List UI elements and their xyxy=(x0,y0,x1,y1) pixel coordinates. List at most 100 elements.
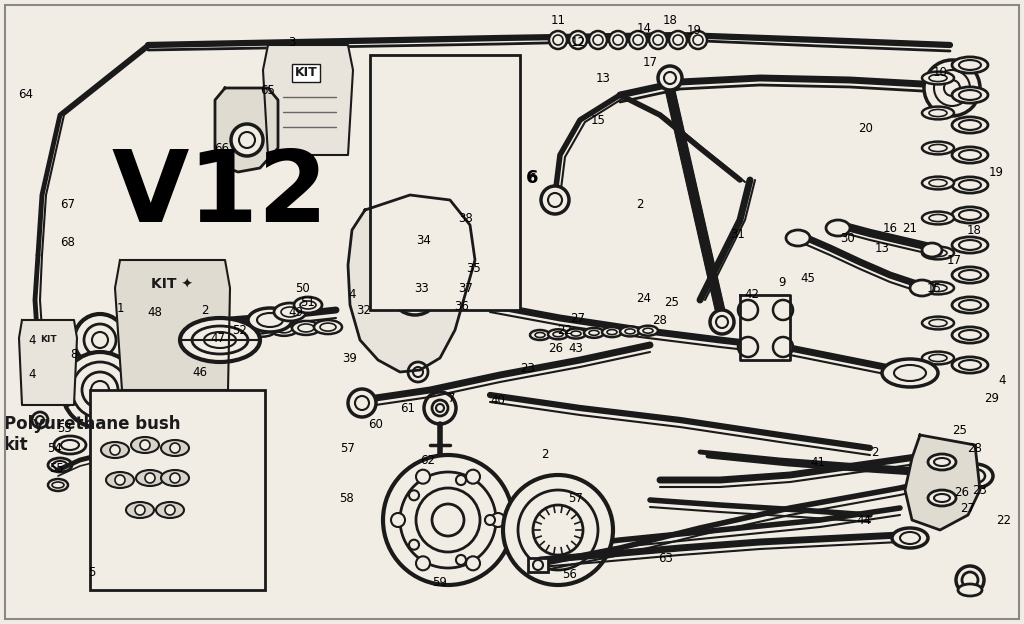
Text: 17: 17 xyxy=(946,253,962,266)
Ellipse shape xyxy=(922,142,954,154)
Ellipse shape xyxy=(566,329,586,339)
Ellipse shape xyxy=(270,322,298,336)
Text: 54: 54 xyxy=(47,442,62,454)
Ellipse shape xyxy=(952,57,988,73)
Ellipse shape xyxy=(160,326,188,340)
Circle shape xyxy=(456,555,466,565)
Circle shape xyxy=(472,158,482,168)
Circle shape xyxy=(145,473,155,483)
Circle shape xyxy=(403,165,427,189)
Text: 25: 25 xyxy=(952,424,968,437)
Polygon shape xyxy=(348,195,475,372)
Circle shape xyxy=(231,124,263,156)
Ellipse shape xyxy=(248,308,292,332)
Text: 20: 20 xyxy=(858,122,873,135)
Circle shape xyxy=(409,171,421,183)
Ellipse shape xyxy=(952,147,988,163)
Circle shape xyxy=(170,443,180,453)
Text: 1: 1 xyxy=(117,301,124,314)
Text: 7: 7 xyxy=(449,391,456,404)
Ellipse shape xyxy=(314,320,342,334)
Text: 53: 53 xyxy=(57,421,73,434)
Text: 13: 13 xyxy=(596,72,610,84)
Ellipse shape xyxy=(106,472,134,488)
Circle shape xyxy=(466,470,480,484)
Circle shape xyxy=(471,171,483,183)
Text: 44: 44 xyxy=(856,514,871,527)
Ellipse shape xyxy=(922,316,954,329)
Circle shape xyxy=(407,155,423,171)
Ellipse shape xyxy=(72,362,128,418)
Text: 2: 2 xyxy=(202,303,209,316)
Ellipse shape xyxy=(226,324,254,338)
Text: 31: 31 xyxy=(730,228,745,241)
Text: 5: 5 xyxy=(88,565,95,578)
Text: 52: 52 xyxy=(232,323,248,336)
Circle shape xyxy=(424,392,456,424)
Text: 11: 11 xyxy=(551,14,565,26)
Text: 25: 25 xyxy=(665,296,680,308)
Text: 6: 6 xyxy=(525,169,539,187)
Text: 10: 10 xyxy=(933,66,947,79)
Text: 50: 50 xyxy=(295,281,309,295)
Ellipse shape xyxy=(48,479,68,491)
Text: 9: 9 xyxy=(778,276,785,288)
Text: 43: 43 xyxy=(568,341,584,354)
Circle shape xyxy=(658,66,682,90)
Text: 41: 41 xyxy=(811,456,825,469)
Polygon shape xyxy=(19,320,77,405)
Text: 61: 61 xyxy=(400,401,416,414)
Text: 6: 6 xyxy=(528,172,536,185)
Circle shape xyxy=(432,400,449,416)
Text: 66: 66 xyxy=(214,142,229,155)
Ellipse shape xyxy=(669,31,687,49)
Text: 35: 35 xyxy=(467,261,481,275)
Ellipse shape xyxy=(928,454,956,470)
Circle shape xyxy=(28,378,52,402)
Circle shape xyxy=(738,337,758,357)
Circle shape xyxy=(541,186,569,214)
Text: 67: 67 xyxy=(60,198,76,212)
Circle shape xyxy=(467,153,487,173)
Ellipse shape xyxy=(882,359,938,387)
Ellipse shape xyxy=(952,267,988,283)
Circle shape xyxy=(503,475,613,585)
Circle shape xyxy=(408,362,428,382)
Circle shape xyxy=(400,472,496,568)
Ellipse shape xyxy=(54,436,86,454)
Circle shape xyxy=(534,505,583,555)
Ellipse shape xyxy=(620,326,640,336)
Ellipse shape xyxy=(432,478,449,486)
Circle shape xyxy=(110,445,120,455)
Circle shape xyxy=(416,557,430,570)
Circle shape xyxy=(391,513,406,527)
Text: 39: 39 xyxy=(343,351,357,364)
Circle shape xyxy=(773,337,793,357)
Ellipse shape xyxy=(629,31,647,49)
Bar xyxy=(528,558,548,572)
Ellipse shape xyxy=(549,31,567,49)
Text: 23: 23 xyxy=(520,361,536,374)
Ellipse shape xyxy=(182,325,210,339)
Ellipse shape xyxy=(74,314,126,366)
Ellipse shape xyxy=(924,60,980,116)
Circle shape xyxy=(32,412,48,428)
Text: 17: 17 xyxy=(642,56,657,69)
Text: 57: 57 xyxy=(341,442,355,454)
Circle shape xyxy=(710,310,734,334)
Ellipse shape xyxy=(934,70,970,106)
Text: 16: 16 xyxy=(883,222,897,235)
Ellipse shape xyxy=(952,117,988,133)
Circle shape xyxy=(416,488,480,552)
Ellipse shape xyxy=(957,464,993,488)
Ellipse shape xyxy=(84,324,116,356)
Text: 19: 19 xyxy=(988,165,1004,178)
Text: 65: 65 xyxy=(260,84,275,97)
Text: KIT: KIT xyxy=(40,336,56,344)
Text: 22: 22 xyxy=(557,323,572,336)
Ellipse shape xyxy=(922,212,954,225)
Text: 4: 4 xyxy=(29,333,36,346)
Circle shape xyxy=(490,513,505,527)
Ellipse shape xyxy=(126,502,154,518)
Text: 49: 49 xyxy=(289,306,303,318)
